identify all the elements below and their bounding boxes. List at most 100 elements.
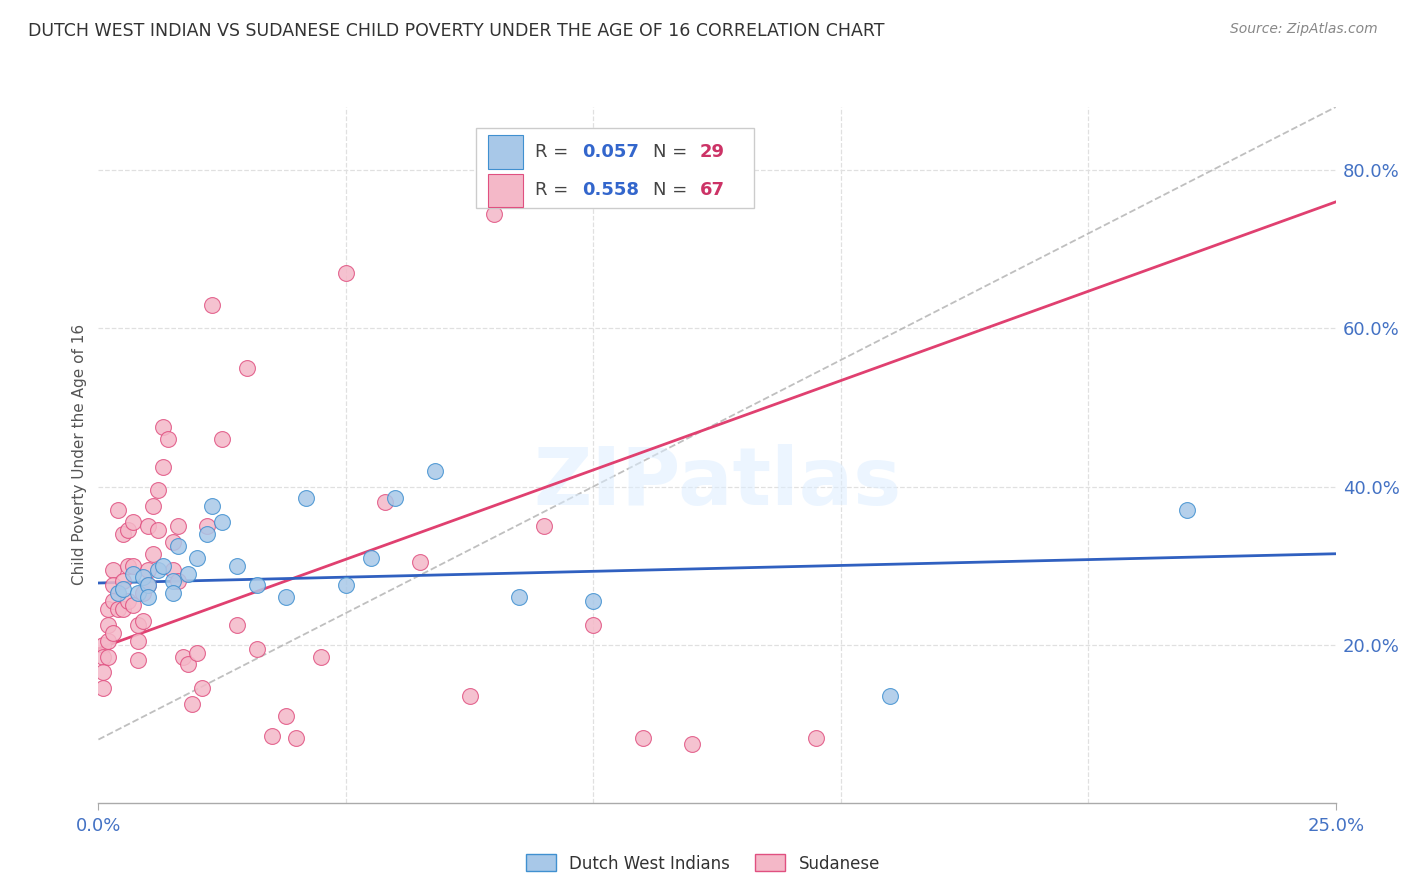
Point [804, 731, 827, 745]
Text: 67: 67 [700, 181, 724, 199]
Point [122, 515, 145, 529]
Point [146, 563, 169, 577]
Point [484, 207, 506, 221]
Point [132, 570, 155, 584]
Text: N =: N = [652, 143, 693, 161]
Point [423, 464, 446, 478]
Point [117, 594, 139, 608]
Point [186, 550, 208, 565]
Point [136, 563, 159, 577]
Point [409, 555, 432, 569]
Point [211, 515, 233, 529]
Legend: Dutch West Indians, Sudanese: Dutch West Indians, Sudanese [519, 847, 887, 880]
Text: Source: ZipAtlas.com: Source: ZipAtlas.com [1230, 22, 1378, 37]
Point [879, 689, 901, 703]
Point [117, 523, 139, 537]
Point [360, 550, 382, 565]
Point [374, 495, 396, 509]
Point [152, 420, 174, 434]
Point [681, 737, 703, 751]
Point [152, 459, 174, 474]
Text: N =: N = [652, 181, 693, 199]
Point [122, 598, 145, 612]
Point [631, 731, 654, 745]
Text: DUTCH WEST INDIAN VS SUDANESE CHILD POVERTY UNDER THE AGE OF 16 CORRELATION CHAR: DUTCH WEST INDIAN VS SUDANESE CHILD POVE… [28, 22, 884, 40]
Point [162, 574, 184, 589]
Point [112, 574, 135, 589]
Point [93, 649, 115, 664]
Point [103, 594, 125, 608]
Point [142, 500, 165, 514]
Point [162, 586, 184, 600]
Point [211, 432, 233, 446]
Point [127, 618, 149, 632]
Point [107, 503, 129, 517]
Point [276, 708, 298, 723]
Text: 0.057: 0.057 [582, 143, 640, 161]
Point [309, 649, 332, 664]
Point [201, 298, 224, 312]
Point [132, 586, 155, 600]
FancyBboxPatch shape [488, 174, 523, 207]
Point [201, 500, 224, 514]
Text: ZIPatlas: ZIPatlas [533, 443, 901, 522]
Point [93, 681, 115, 695]
Text: R =: R = [536, 181, 574, 199]
Point [127, 653, 149, 667]
Point [191, 681, 214, 695]
Point [285, 731, 308, 745]
Point [1175, 503, 1198, 517]
Point [93, 638, 115, 652]
Point [97, 602, 120, 616]
Point [582, 594, 605, 608]
Point [276, 591, 298, 605]
Point [172, 649, 194, 664]
Point [103, 625, 125, 640]
Point [112, 602, 135, 616]
FancyBboxPatch shape [488, 136, 523, 169]
Point [112, 582, 135, 597]
Point [97, 633, 120, 648]
Point [136, 519, 159, 533]
Point [122, 566, 145, 581]
Text: R =: R = [536, 143, 574, 161]
Point [156, 432, 179, 446]
Point [117, 558, 139, 573]
Point [97, 649, 120, 664]
Point [260, 729, 283, 743]
Text: 29: 29 [700, 143, 724, 161]
Point [246, 641, 269, 656]
Point [142, 547, 165, 561]
Point [136, 591, 159, 605]
Point [384, 491, 406, 506]
Point [162, 534, 184, 549]
FancyBboxPatch shape [475, 128, 754, 208]
Point [146, 483, 169, 498]
Point [181, 697, 204, 711]
Point [103, 563, 125, 577]
Point [136, 578, 159, 592]
Point [112, 527, 135, 541]
Point [582, 618, 605, 632]
Point [132, 614, 155, 628]
Point [533, 519, 555, 533]
Point [295, 491, 318, 506]
Point [176, 657, 198, 672]
Point [146, 523, 169, 537]
Point [107, 586, 129, 600]
Point [195, 527, 218, 541]
Point [127, 586, 149, 600]
Point [335, 266, 357, 280]
Point [236, 360, 259, 375]
Point [335, 578, 357, 592]
Point [166, 519, 188, 533]
Point [166, 539, 188, 553]
Point [508, 591, 530, 605]
Point [93, 665, 115, 680]
Point [186, 646, 208, 660]
Point [226, 618, 249, 632]
Point [97, 618, 120, 632]
Text: 0.558: 0.558 [582, 181, 640, 199]
Point [136, 578, 159, 592]
Point [176, 566, 198, 581]
